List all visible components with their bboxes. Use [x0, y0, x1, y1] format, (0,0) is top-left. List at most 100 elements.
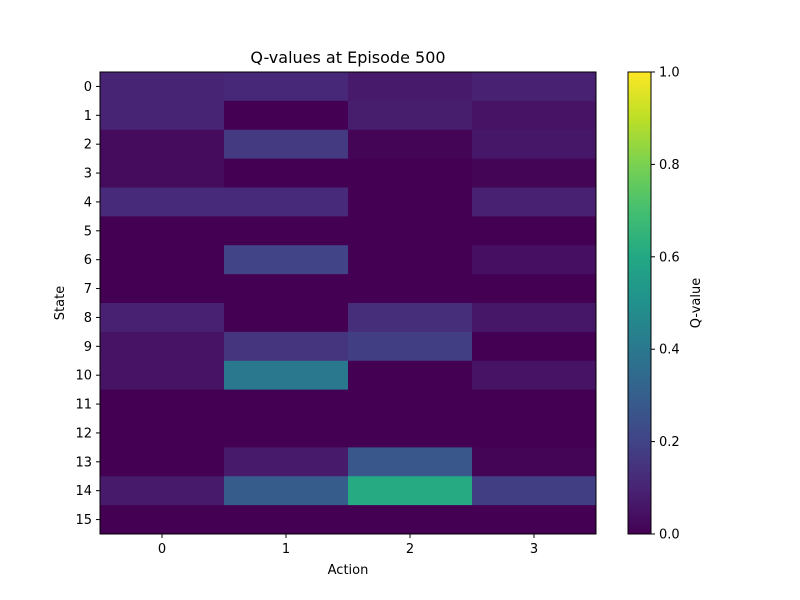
- heatmap-cell: [224, 72, 349, 102]
- heatmap-cell: [100, 505, 225, 535]
- heatmap-cells: [100, 72, 597, 535]
- heatmap-cell: [100, 389, 225, 419]
- y-axis-label: State: [53, 286, 68, 320]
- y-tick-label: 3: [84, 167, 92, 182]
- heatmap-cell: [224, 274, 349, 304]
- heatmap-cell: [224, 216, 349, 246]
- heatmap-cell: [348, 100, 473, 131]
- heatmap-cell: [224, 245, 349, 275]
- heatmap-cell: [100, 187, 225, 217]
- heatmap-cell: [100, 245, 225, 275]
- chart-title: Q-values at Episode 500: [250, 48, 445, 67]
- heatmap-cell: [348, 245, 473, 275]
- heatmap-cell: [348, 360, 473, 391]
- heatmap-cell: [100, 331, 225, 362]
- y-tick-label: 11: [75, 398, 92, 413]
- heatmap-cell: [224, 476, 349, 506]
- colorbar-tick-label: 0.6: [659, 250, 680, 265]
- heatmap-cell: [472, 245, 597, 275]
- heatmap-cell: [100, 274, 225, 304]
- heatmap-cell: [348, 158, 473, 188]
- heatmap-cell: [472, 476, 597, 506]
- heatmap-cell: [224, 505, 349, 535]
- heatmap-cell: [224, 129, 349, 160]
- heatmap-cell: [224, 187, 349, 217]
- heatmap-cell: [100, 129, 225, 160]
- y-tick-label: 14: [75, 484, 92, 499]
- heatmap-cell: [348, 505, 473, 535]
- heatmap-cell: [224, 331, 349, 362]
- x-axis-ticks: 0 1 2 3: [158, 534, 538, 557]
- x-tick-label: 2: [406, 542, 414, 557]
- y-tick-label: 2: [84, 138, 92, 153]
- y-tick-label: 4: [84, 195, 92, 210]
- colorbar-tick-label: 1.0: [659, 66, 680, 81]
- heatmap-cell: [224, 418, 349, 448]
- x-tick-label: 1: [282, 542, 290, 557]
- heatmap-cell: [100, 158, 225, 188]
- heatmap-cell: [100, 476, 225, 506]
- heatmap-cell: [472, 72, 597, 102]
- heatmap-cell: [472, 274, 597, 304]
- heatmap-cell: [348, 476, 473, 506]
- heatmap-cell: [100, 72, 225, 102]
- heatmap-cell: [348, 187, 473, 217]
- y-tick-label: 13: [75, 455, 92, 470]
- heatmap-cell: [348, 216, 473, 246]
- heatmap-cell: [348, 303, 473, 333]
- heatmap-cell: [472, 100, 597, 131]
- heatmap-cell: [472, 158, 597, 188]
- colorbar-tick-label: 0.0: [659, 528, 680, 543]
- y-tick-label: 7: [84, 282, 92, 297]
- heatmap-cell: [472, 505, 597, 535]
- y-tick-label: 1: [84, 109, 92, 124]
- heatmap-cell: [224, 158, 349, 188]
- heatmap-cell: [224, 303, 349, 333]
- heatmap-cell: [348, 274, 473, 304]
- x-tick-label: 3: [530, 542, 538, 557]
- y-tick-label: 10: [75, 369, 92, 384]
- y-tick-label: 6: [84, 253, 92, 268]
- heatmap-cell: [224, 100, 349, 131]
- colorbar-tick-label: 0.8: [659, 158, 680, 173]
- y-tick-label: 15: [75, 513, 92, 528]
- heatmap-cell: [472, 129, 597, 160]
- y-tick-label: 9: [84, 340, 92, 355]
- heatmap-cell: [472, 360, 597, 391]
- heatmap-cell: [472, 418, 597, 448]
- colorbar-tick-label: 0.4: [659, 343, 680, 358]
- heatmap-cell: [348, 129, 473, 160]
- x-tick-label: 0: [158, 542, 166, 557]
- colorbar-ticks: 0.0 0.2 0.4 0.6 0.8 1.0: [651, 66, 680, 543]
- heatmap-cell: [472, 303, 597, 333]
- heatmap-cell: [100, 418, 225, 448]
- heatmap-cell: [100, 360, 225, 391]
- heatmap-cell: [100, 100, 225, 131]
- heatmap-cell: [100, 447, 225, 477]
- heatmap-cell: [100, 303, 225, 333]
- heatmap-cell: [348, 447, 473, 477]
- heatmap-cell: [472, 447, 597, 477]
- heatmap-cell: [224, 389, 349, 419]
- y-tick-label: 8: [84, 311, 92, 326]
- x-axis-label: Action: [328, 563, 369, 578]
- y-tick-label: 12: [75, 426, 92, 441]
- plot-frame: [99, 71, 597, 535]
- colorbar-label: Q-value: [689, 278, 704, 328]
- heatmap-cell: [224, 360, 349, 391]
- heatmap-cell: [348, 389, 473, 419]
- heatmap-cell: [472, 216, 597, 246]
- heatmap-cell: [224, 447, 349, 477]
- heatmap-cell: [472, 331, 597, 362]
- heatmap-cell: [348, 72, 473, 102]
- y-tick-label: 0: [84, 80, 92, 95]
- heatmap-cell: [100, 216, 225, 246]
- colorbar-tick-label: 0.2: [659, 435, 680, 450]
- heatmap-cell: [472, 187, 597, 217]
- heatmap-cell: [472, 389, 597, 419]
- heatmap-cell: [348, 418, 473, 448]
- y-tick-label: 5: [84, 224, 92, 239]
